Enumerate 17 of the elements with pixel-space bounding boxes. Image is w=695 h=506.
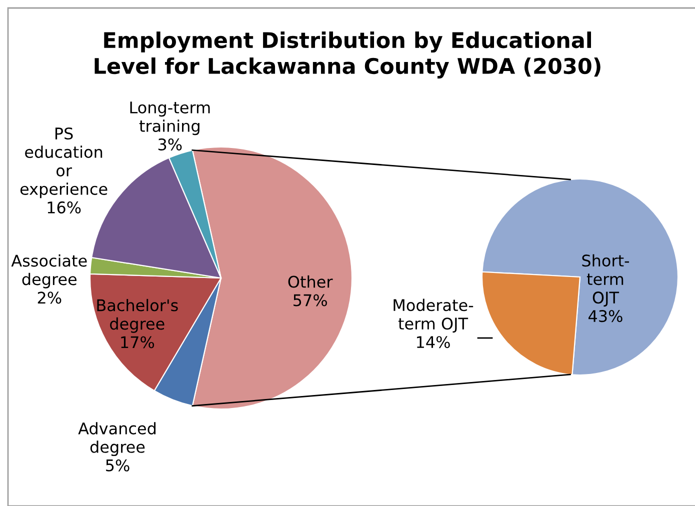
slice-label: Moderate-term OJT	[394, 298, 474, 333]
slice-label: Bachelor's degree	[97, 298, 178, 333]
data-label: 43%	[588, 310, 622, 322]
slice-label: Associate degree	[11, 254, 87, 288]
slice-label: Advanced degree	[78, 422, 156, 456]
data-label: 3%	[158, 138, 182, 150]
data-label: 14%	[417, 336, 450, 348]
slice-label: Long-term training	[130, 102, 210, 136]
data-label: 57%	[294, 294, 327, 306]
data-label: 16%	[48, 201, 81, 214]
data-label: 17%	[121, 336, 154, 348]
slice-label: Short-term OJT	[582, 254, 630, 307]
chart-title: Employment Distribution by Educational Level for Lackawanna County WDA (2030)	[94, 32, 600, 78]
slice-label: Other	[288, 275, 333, 288]
slice-label: PS education or experience	[20, 127, 108, 198]
data-label: 2%	[38, 292, 62, 304]
data-label: 5%	[106, 459, 130, 472]
